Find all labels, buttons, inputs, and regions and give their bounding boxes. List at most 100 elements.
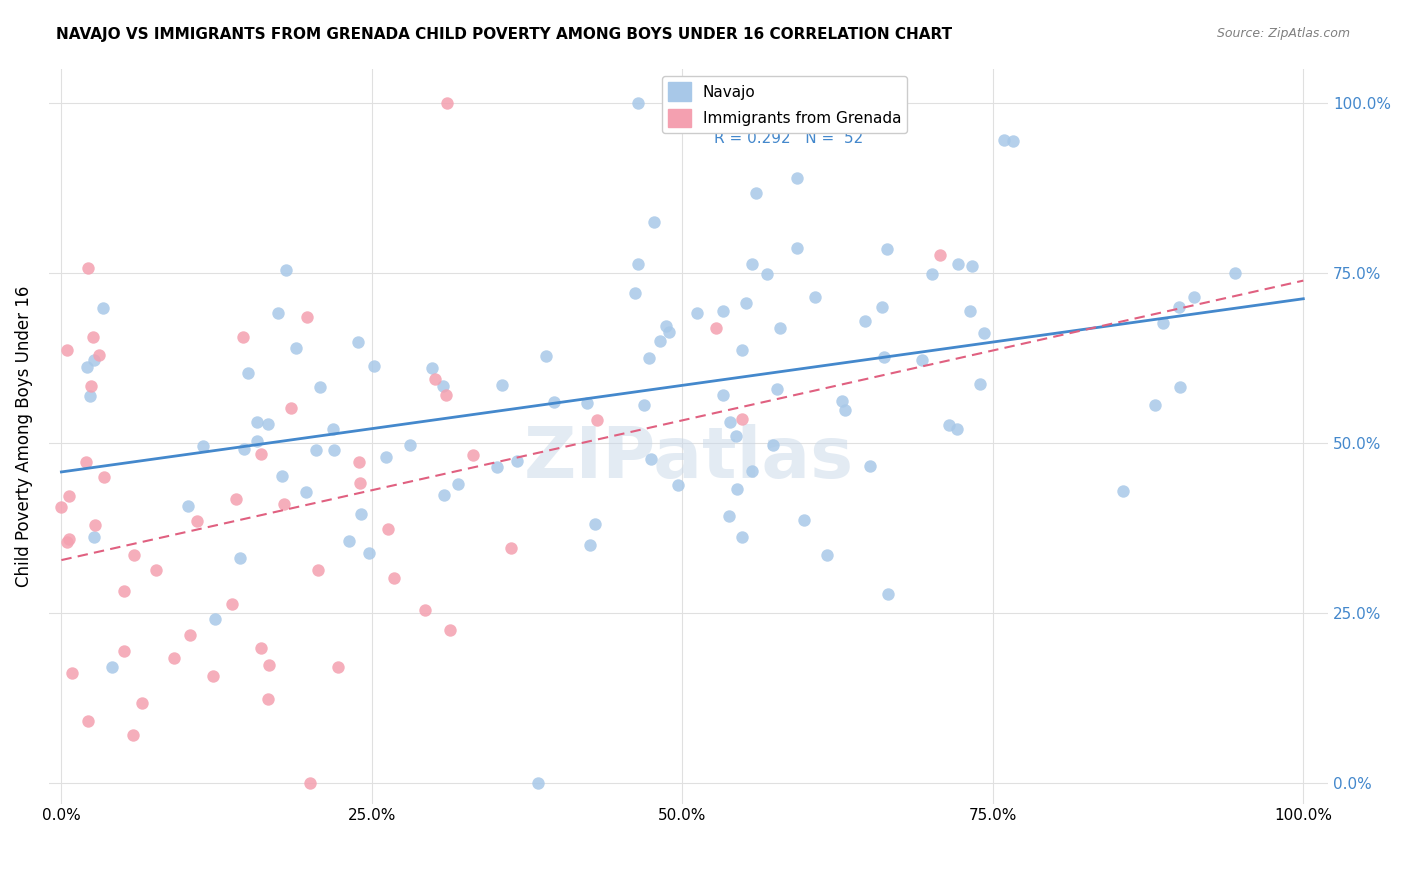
Point <box>232 330 254 344</box>
Point <box>259 658 281 673</box>
Point <box>225 491 247 506</box>
Point <box>413 603 436 617</box>
Point <box>186 514 208 528</box>
Point <box>969 377 991 392</box>
Point <box>347 335 370 350</box>
Point <box>717 508 740 523</box>
Point <box>163 651 186 665</box>
Point <box>55 535 77 549</box>
Point <box>58 532 80 546</box>
Point <box>623 286 645 301</box>
Point <box>962 260 984 274</box>
Point <box>77 714 100 728</box>
Point <box>731 343 754 358</box>
Text: Source: ZipAtlas.com: Source: ZipAtlas.com <box>1216 27 1350 40</box>
Point <box>447 477 470 491</box>
Point <box>876 243 898 257</box>
Point <box>938 417 960 432</box>
Point <box>339 534 361 549</box>
Point <box>229 550 252 565</box>
Point <box>377 522 399 536</box>
Point <box>83 530 105 544</box>
Point <box>945 422 967 436</box>
Point <box>769 321 792 335</box>
Point <box>633 398 655 412</box>
Text: R = 0.378   N = 103: R = 0.378 N = 103 <box>714 95 869 109</box>
Point <box>921 267 943 281</box>
Text: NAVAJO VS IMMIGRANTS FROM GRENADA CHILD POVERTY AMONG BOYS UNDER 16 CORRELATION : NAVAJO VS IMMIGRANTS FROM GRENADA CHILD … <box>56 27 952 42</box>
Point <box>627 95 650 110</box>
Point <box>543 395 565 409</box>
Point <box>112 583 135 598</box>
Point <box>704 321 727 335</box>
Point <box>583 517 606 532</box>
Point <box>308 379 330 393</box>
Point <box>76 359 98 374</box>
Point <box>93 469 115 483</box>
Point <box>305 442 328 457</box>
Point <box>323 442 346 457</box>
Point <box>755 268 778 282</box>
Point <box>76 261 98 276</box>
Point <box>307 563 329 577</box>
Point <box>463 448 485 462</box>
Point <box>433 488 456 502</box>
Point <box>274 262 297 277</box>
Point <box>870 300 893 314</box>
Point <box>60 666 83 681</box>
Point <box>1144 398 1167 412</box>
Point <box>420 361 443 376</box>
Point <box>815 548 838 562</box>
Point <box>270 469 292 483</box>
Point <box>399 438 422 452</box>
Point <box>792 513 814 527</box>
Point <box>730 530 752 544</box>
Point <box>204 612 226 626</box>
Point <box>686 306 709 320</box>
Point <box>299 776 322 790</box>
Point <box>804 290 827 304</box>
Point <box>1152 316 1174 330</box>
Point <box>993 133 1015 147</box>
Legend: Navajo, Immigrants from Grenada: Navajo, Immigrants from Grenada <box>662 76 907 133</box>
Point <box>650 334 672 348</box>
Point <box>485 460 508 475</box>
Point <box>1225 266 1247 280</box>
Point <box>637 351 659 365</box>
Point <box>322 422 344 436</box>
Point <box>725 482 748 496</box>
Point <box>439 623 461 637</box>
Point <box>731 412 754 426</box>
Point <box>506 454 529 468</box>
Point <box>84 518 107 533</box>
Point <box>236 366 259 380</box>
Point <box>436 95 458 110</box>
Point <box>786 171 808 186</box>
Point <box>79 389 101 403</box>
Point <box>285 341 308 355</box>
Point <box>527 776 550 790</box>
Point <box>75 455 97 469</box>
Point <box>250 640 273 655</box>
Point <box>425 372 447 386</box>
Point <box>374 450 396 464</box>
Point <box>201 669 224 683</box>
Point <box>786 241 808 255</box>
Point <box>655 319 678 334</box>
Point <box>973 326 995 340</box>
Point <box>877 587 900 601</box>
Point <box>834 402 856 417</box>
Point <box>177 499 200 513</box>
Point <box>91 301 114 315</box>
Point <box>831 394 853 409</box>
Point <box>432 379 454 393</box>
Point <box>741 257 763 271</box>
Point <box>745 186 768 200</box>
Point <box>910 352 932 367</box>
Point <box>326 660 349 674</box>
Point <box>713 387 735 401</box>
Y-axis label: Child Poverty Among Boys Under 16: Child Poverty Among Boys Under 16 <box>15 285 32 587</box>
Point <box>122 548 145 562</box>
Point <box>363 359 385 373</box>
Point <box>928 247 950 261</box>
